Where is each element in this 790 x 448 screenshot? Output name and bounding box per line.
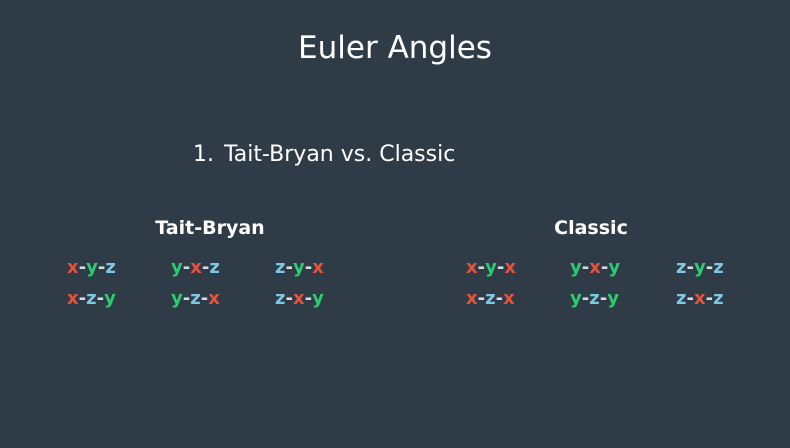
rotation-sequence: x-z-x (466, 288, 515, 309)
rotation-sequence: x-y-x (466, 257, 516, 278)
rotation-sequence: x-y-z (67, 257, 116, 278)
rotation-sequence: z-y-x (275, 257, 324, 278)
rotation-sequence: y-x-y (570, 257, 621, 278)
rotation-sequence: y-z-x (171, 288, 220, 309)
list-text: Tait-Bryan vs. Classic (224, 142, 456, 167)
tait-bryan-heading: Tait-Bryan (155, 217, 265, 239)
list-item-tait-bryan-vs-classic: 1. Tait-Bryan vs. Classic (193, 142, 455, 167)
rotation-sequence: y-x-z (171, 257, 220, 278)
classic-heading: Classic (554, 217, 628, 239)
rotation-sequence: z-x-z (676, 288, 724, 309)
list-number: 1. (193, 142, 214, 167)
rotation-sequence: x-z-y (67, 288, 116, 309)
slide-title: Euler Angles (298, 30, 492, 66)
rotation-sequence: y-z-y (570, 288, 619, 309)
rotation-sequence: z-y-z (676, 257, 724, 278)
rotation-sequence: z-x-y (275, 288, 324, 309)
